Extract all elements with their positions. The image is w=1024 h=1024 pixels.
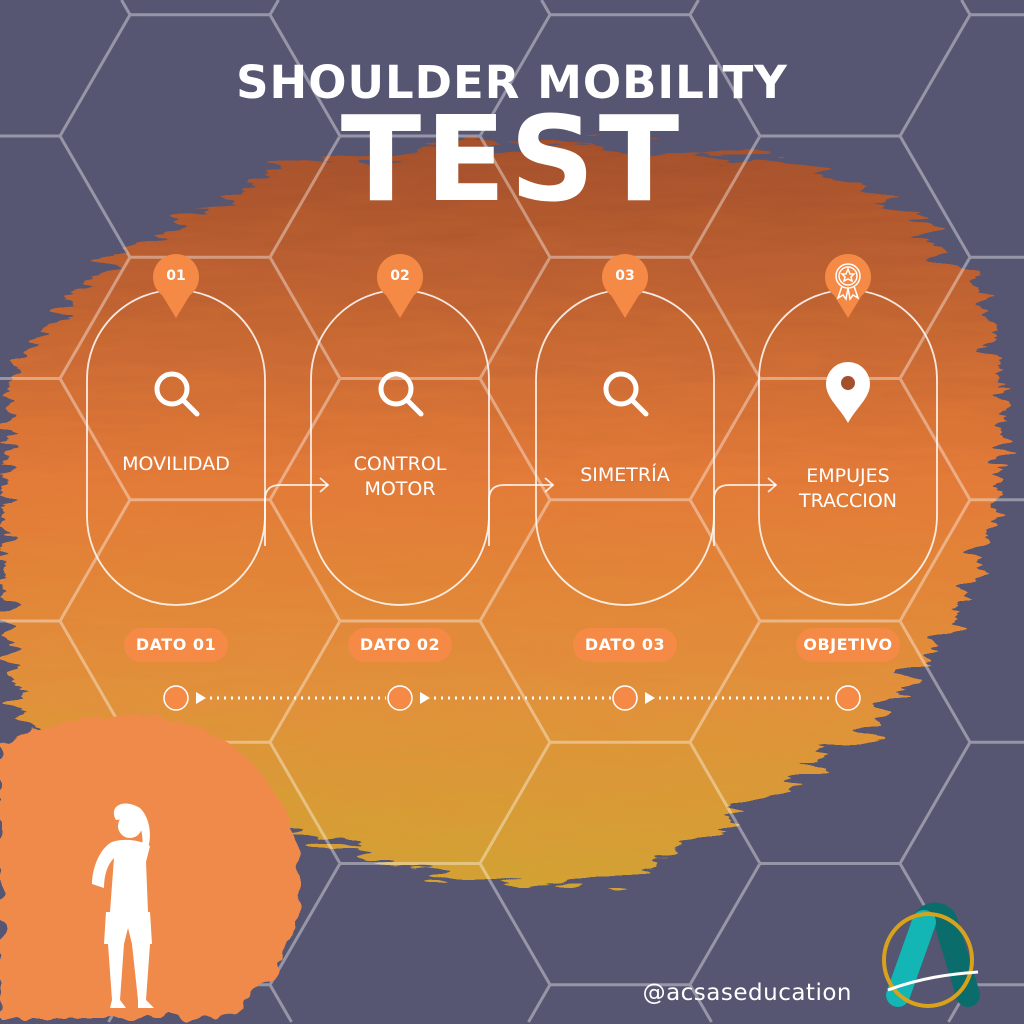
timeline-arrow-icon <box>196 692 206 704</box>
step-label-line: MOTOR <box>364 478 436 500</box>
step-capsule-outline <box>310 289 490 606</box>
athlete-silhouette-icon <box>92 803 154 1008</box>
connector-arrow <box>264 484 328 546</box>
arrow-head-icon <box>544 477 555 493</box>
orange-circle <box>0 715 300 1018</box>
connector-arrow <box>713 484 776 546</box>
step-number: 03 <box>615 268 635 284</box>
search-icon <box>378 371 424 417</box>
timeline-dot <box>612 685 638 711</box>
step-label: EMPUJES TRACCION <box>758 464 938 514</box>
step-number: 02 <box>390 268 410 284</box>
location-pin-icon <box>826 362 870 423</box>
timeline-dot <box>835 685 861 711</box>
step-label-line: SIMETRÍA <box>580 464 670 486</box>
step-label-line: MOVILIDAD <box>122 453 230 475</box>
timeline-dot <box>387 685 413 711</box>
brand-logo <box>882 902 980 1008</box>
step-number-pin <box>825 254 871 318</box>
step-label: SIMETRÍA <box>535 463 715 488</box>
arrow-head-icon <box>319 477 330 493</box>
step-badge: DATO 02 <box>348 628 452 662</box>
step-number-pin <box>602 254 648 318</box>
step-badge: DATO 03 <box>573 628 677 662</box>
title-line-1: SHOULDER MOBILITY <box>236 56 788 109</box>
search-icon <box>154 371 200 417</box>
step-label-line: TRACCION <box>798 490 897 512</box>
step-badge: DATO 01 <box>124 628 228 662</box>
step-badge: OBJETIVO <box>796 628 900 662</box>
timeline-arrow-icon <box>645 692 655 704</box>
step-number: 01 <box>166 268 186 284</box>
step-number-pin <box>377 254 423 318</box>
timeline-arrow-icon <box>420 692 430 704</box>
title-line-2: TEST <box>340 90 684 228</box>
step-capsule-outline <box>86 289 266 606</box>
step-label-line: EMPUJES <box>806 465 890 487</box>
step-capsule-outline <box>535 289 715 606</box>
step-number-pin <box>153 254 199 318</box>
step-label: CONTROL MOTOR <box>310 452 490 502</box>
timeline-dot <box>163 685 189 711</box>
step-capsule-outline <box>758 289 938 606</box>
step-label: MOVILIDAD <box>86 452 266 477</box>
step-label-line: CONTROL <box>353 453 447 475</box>
arrow-head-icon <box>767 477 778 493</box>
search-icon <box>603 371 649 417</box>
social-handle: @acsaseducation <box>642 980 852 1006</box>
connector-arrow <box>488 484 553 546</box>
award-ribbon-icon <box>835 263 861 301</box>
